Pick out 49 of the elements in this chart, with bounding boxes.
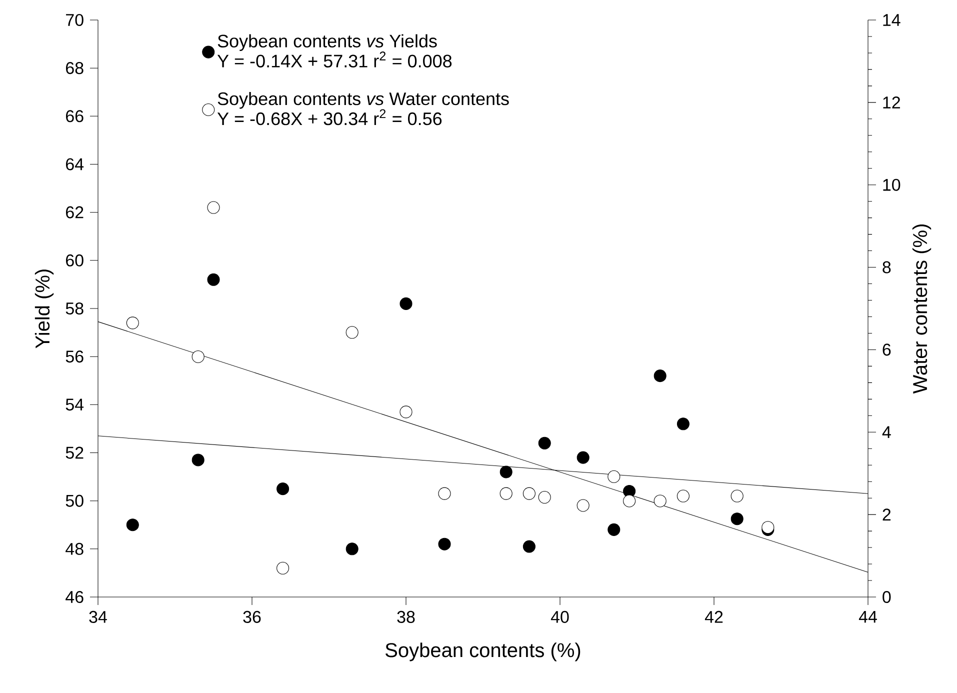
y2-tick-label: 2 <box>882 508 891 521</box>
point <box>346 542 358 556</box>
y2-tick-label: 10 <box>883 178 900 191</box>
point <box>276 482 290 496</box>
y2-tick-label: 12 <box>883 96 900 108</box>
y-tick-label: 62 <box>66 206 84 218</box>
x-tick-label: 34 <box>89 610 107 623</box>
y-tick-label: 48 <box>66 542 84 555</box>
y-tick-label: 52 <box>66 446 84 459</box>
y2-tick-label: 6 <box>882 344 891 356</box>
point <box>500 466 512 478</box>
point <box>608 523 620 536</box>
y2-tick-label: 14 <box>883 14 900 26</box>
legend-label: Soybean contents vs Water contents <box>218 92 509 109</box>
point <box>400 297 412 310</box>
x-tick-label: 44 <box>858 610 877 623</box>
y-tick-label: 50 <box>66 494 84 507</box>
point <box>576 451 590 464</box>
point <box>730 512 744 526</box>
x-tick-label: 42 <box>704 610 723 623</box>
y2-tick-label: 8 <box>882 261 891 274</box>
annotation: Y = -0.14X + 57.31 r$^{2}$ = 0.008 <box>217 52 452 68</box>
point <box>676 418 690 430</box>
point <box>654 370 666 382</box>
point <box>192 454 204 466</box>
y-axis-title: Yield (%) <box>34 270 54 348</box>
point <box>207 273 220 286</box>
point <box>126 518 139 532</box>
y-tick-label: 54 <box>66 398 84 411</box>
x-tick-label: 36 <box>243 610 261 623</box>
y2-tick-label: 0 <box>882 590 891 604</box>
annotation: Y = -0.68X + 30.34 r$^{2}$ = 0.56 <box>217 109 442 126</box>
y-tick-label: 60 <box>66 254 84 266</box>
y-tick-label: 64 <box>66 158 84 170</box>
y-tick-label: 70 <box>66 14 84 26</box>
x-tick-label: 40 <box>550 610 569 623</box>
point <box>538 436 551 450</box>
x-tick-label: 38 <box>397 610 415 623</box>
y-tick-label: 66 <box>66 110 84 122</box>
point <box>522 540 536 553</box>
legend-label: Soybean contents vs Yields <box>218 34 437 52</box>
y-tick-label: 56 <box>66 350 84 363</box>
x-axis-title: Soybean contents (%) <box>386 642 580 662</box>
y2-axis-title: Water contents (%) <box>912 224 932 394</box>
y-tick-label: 68 <box>66 62 84 74</box>
y-tick-label: 58 <box>66 302 84 315</box>
y2-tick-label: 4 <box>882 426 891 438</box>
point <box>438 538 451 550</box>
y-tick-label: 46 <box>66 590 84 604</box>
